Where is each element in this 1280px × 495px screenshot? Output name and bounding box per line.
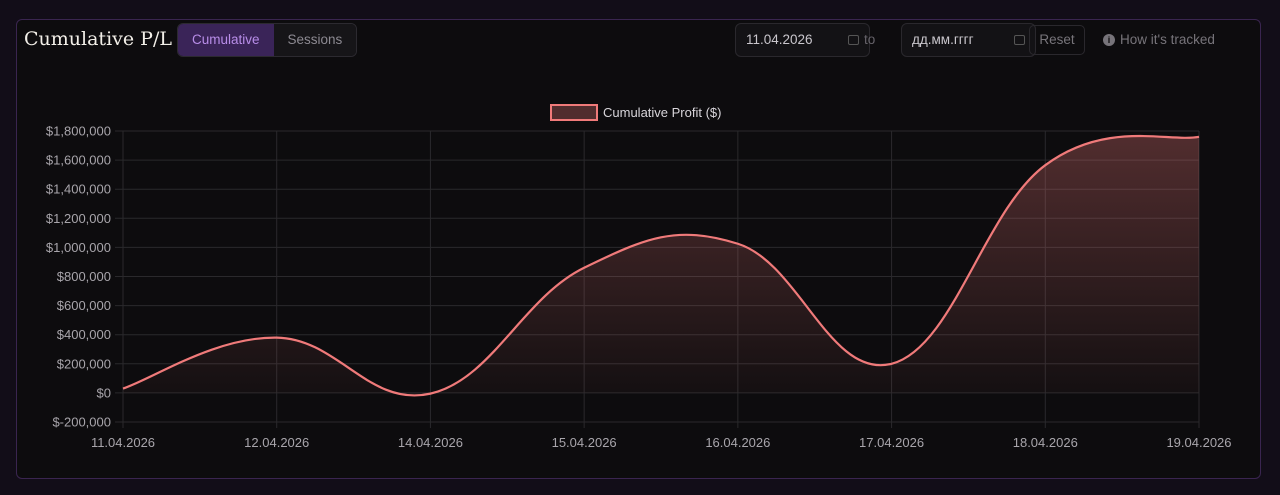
x-tick-label: 14.04.2026: [398, 435, 463, 450]
x-tick-label: 16.04.2026: [705, 435, 770, 450]
calendar-icon[interactable]: [848, 35, 859, 45]
to-date-placeholder: дд.мм.гггг: [912, 32, 974, 47]
x-tick-label: 18.04.2026: [1013, 435, 1078, 450]
y-tick-label: $1,200,000: [46, 211, 111, 226]
series-area: [123, 136, 1199, 396]
calendar-icon[interactable]: [1014, 35, 1025, 45]
legend-label: Cumulative Profit ($): [603, 105, 721, 120]
y-tick-label: $400,000: [57, 327, 111, 342]
tab-sessions[interactable]: Sessions: [273, 24, 357, 56]
y-tick-label: $1,400,000: [46, 182, 111, 197]
y-tick-label: $800,000: [57, 269, 111, 284]
from-date-value: 11.04.2026: [746, 32, 813, 47]
y-tick-label: $200,000: [57, 356, 111, 371]
x-tick-label: 17.04.2026: [859, 435, 924, 450]
y-tick-label: $1,600,000: [46, 153, 111, 168]
how-tracked-label: How it's tracked: [1120, 32, 1215, 47]
tab-cumulative[interactable]: Cumulative: [178, 24, 274, 56]
y-tick-label: $600,000: [57, 298, 111, 313]
y-tick-label: $-200,000: [52, 415, 111, 430]
legend-swatch: [550, 104, 598, 121]
series-line: [122, 134, 1200, 397]
x-tick-label: 11.04.2026: [91, 435, 155, 450]
reset-button[interactable]: Reset: [1029, 25, 1085, 55]
page-title: Cumulative P/L: [24, 28, 172, 50]
view-toggle: Cumulative Sessions: [177, 23, 358, 57]
how-tracked-link[interactable]: i How it's tracked: [1103, 32, 1215, 47]
y-tick-label: $0: [97, 385, 111, 400]
to-date-input[interactable]: дд.мм.гггг: [901, 23, 1036, 57]
x-tick-label: 12.04.2026: [244, 435, 309, 450]
from-date-input[interactable]: 11.04.2026: [735, 23, 870, 57]
to-label: to: [864, 32, 876, 47]
x-tick-label: 19.04.2026: [1166, 435, 1231, 450]
y-tick-label: $1,000,000: [46, 240, 111, 255]
x-tick-label: 15.04.2026: [552, 435, 617, 450]
info-icon: i: [1103, 33, 1115, 46]
y-tick-label: $1,800,000: [46, 124, 111, 139]
